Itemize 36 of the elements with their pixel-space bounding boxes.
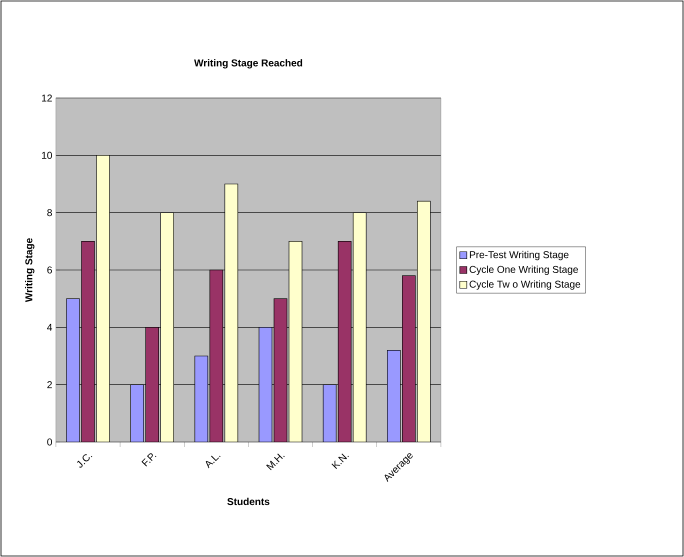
bar xyxy=(387,350,401,442)
y-tick-label: 2 xyxy=(47,381,52,388)
bar xyxy=(322,384,336,442)
chart-title: Writing Stage Reached xyxy=(194,59,302,68)
legend-label: Cycle One Writing Stage xyxy=(470,266,578,275)
bar xyxy=(194,356,208,442)
bar xyxy=(274,298,288,442)
bar xyxy=(130,384,144,442)
x-tick-label: F.P. xyxy=(141,453,156,467)
legend-label: Cycle Tw o Writing Stage xyxy=(470,280,580,290)
bar xyxy=(145,327,159,442)
y-tick-label: 12 xyxy=(42,94,52,102)
bar xyxy=(402,275,416,442)
y-tick-label: 4 xyxy=(47,324,52,331)
bar xyxy=(160,212,174,442)
x-tick-label: M.H. xyxy=(266,454,285,470)
bar xyxy=(224,184,238,442)
bar xyxy=(417,200,431,442)
bar xyxy=(258,327,272,442)
bar xyxy=(210,270,224,442)
y-axis-title: Writing Stage xyxy=(25,238,34,302)
x-tick-label: K.N. xyxy=(332,454,349,470)
x-axis-title: Students xyxy=(227,498,270,506)
x-tick-label: J.C. xyxy=(76,454,92,468)
bar xyxy=(338,241,352,442)
bar xyxy=(81,241,95,442)
bar xyxy=(96,155,110,442)
y-tick-label: 0 xyxy=(47,438,52,446)
y-tick-label: 6 xyxy=(47,266,52,274)
x-tick-label: A.L. xyxy=(206,456,221,468)
bar xyxy=(288,241,302,442)
y-tick-label: 10 xyxy=(42,152,52,159)
y-tick-label: 8 xyxy=(47,209,52,216)
bar xyxy=(352,212,366,442)
legend-label: Pre-Test Writing Stage xyxy=(470,250,569,260)
bar xyxy=(66,298,80,442)
